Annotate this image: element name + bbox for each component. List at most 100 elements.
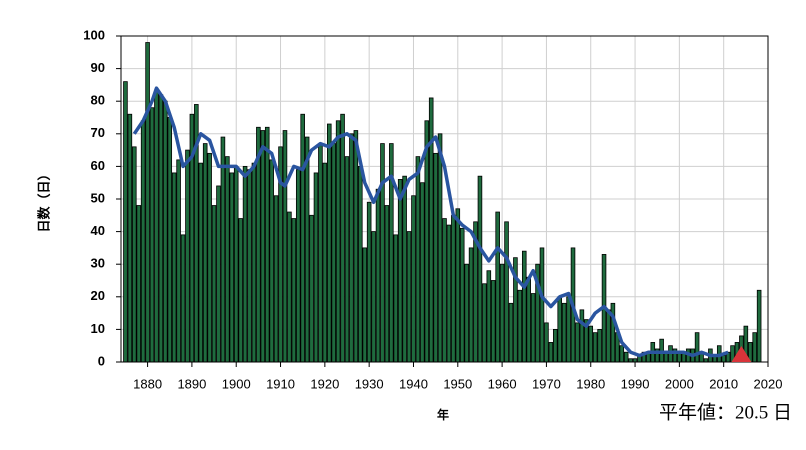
bar	[132, 146, 137, 363]
bar	[428, 97, 434, 363]
bar	[318, 143, 323, 363]
bar	[610, 302, 616, 363]
bar	[362, 247, 368, 363]
bar	[304, 136, 310, 363]
bar	[300, 113, 305, 363]
bar	[291, 218, 297, 363]
bar	[211, 205, 217, 363]
bar	[136, 205, 142, 363]
annotation: 平年値：20.5 日	[659, 401, 792, 423]
x-tick-label: 2000	[665, 376, 694, 391]
y-tick-label: 60	[91, 158, 105, 173]
y-tick-label: 50	[91, 190, 105, 205]
bar	[202, 143, 208, 363]
bar	[260, 130, 266, 363]
bar	[553, 328, 558, 363]
bar	[490, 280, 496, 363]
bar	[353, 130, 359, 363]
bar	[247, 169, 252, 363]
x-axis-label: 年	[437, 407, 449, 422]
bar	[171, 172, 177, 363]
x-tick-label: 1930	[355, 376, 384, 391]
bar	[517, 289, 523, 363]
y-tick-label: 70	[91, 125, 105, 140]
bar	[242, 165, 248, 363]
bar	[437, 133, 443, 363]
bar	[424, 120, 430, 363]
bar	[238, 218, 243, 363]
bar	[415, 156, 421, 363]
bar	[163, 100, 168, 363]
bar	[185, 149, 190, 363]
bar	[349, 133, 354, 363]
marker	[731, 346, 752, 362]
bar	[526, 276, 531, 363]
y-tick-label: 80	[91, 93, 105, 108]
bar	[158, 94, 164, 363]
bar	[287, 211, 292, 363]
x-tick-label: 2020	[754, 376, 783, 391]
bar	[756, 289, 762, 363]
bar	[233, 165, 239, 363]
bar	[623, 351, 629, 363]
bar	[397, 179, 403, 363]
plot-frame	[120, 35, 769, 363]
bar	[229, 172, 235, 363]
bar	[482, 283, 487, 363]
bar	[309, 214, 314, 363]
bar	[561, 302, 567, 363]
y-tick-label: 0	[98, 353, 105, 368]
bar	[384, 205, 390, 363]
bar	[344, 156, 350, 363]
x-tick-label: 1890	[177, 376, 206, 391]
y-tick-label: 40	[91, 223, 105, 238]
bar	[322, 162, 328, 363]
bar	[597, 328, 602, 363]
bar	[477, 175, 483, 363]
bar	[468, 247, 474, 363]
bar	[495, 211, 500, 363]
y-tick-label: 20	[91, 288, 105, 303]
moving-average-line	[132, 86, 729, 358]
bar	[721, 355, 726, 363]
bar	[180, 234, 186, 363]
x-tick-label: 1920	[310, 376, 339, 391]
bar	[442, 218, 447, 363]
x-tick-label: 1880	[133, 376, 162, 391]
bar	[295, 169, 301, 363]
y-tick-label: 30	[91, 256, 105, 271]
y-tick-label: 10	[91, 321, 105, 336]
bar	[406, 231, 412, 363]
bar	[402, 175, 407, 363]
bar	[548, 342, 554, 363]
bar	[619, 345, 625, 363]
x-tick-label: 1980	[576, 376, 605, 391]
bar	[371, 231, 376, 363]
bar	[149, 107, 155, 363]
bar	[167, 117, 173, 363]
bar	[251, 162, 257, 363]
y-tick-label: 100	[83, 27, 105, 42]
bar	[566, 296, 571, 363]
bar	[752, 332, 757, 363]
bar	[358, 165, 363, 363]
bar	[544, 322, 549, 363]
bar	[557, 296, 563, 363]
bar	[508, 302, 514, 363]
bar	[579, 309, 585, 363]
x-tick-label: 1910	[266, 376, 295, 391]
bar	[451, 214, 456, 363]
bar	[225, 156, 230, 363]
bar	[331, 143, 336, 363]
bar	[455, 208, 461, 363]
bar	[459, 227, 465, 363]
bar	[273, 195, 279, 363]
bar	[198, 162, 204, 363]
bar	[504, 221, 509, 363]
bar	[420, 182, 425, 363]
bar	[606, 309, 611, 363]
bar	[176, 159, 181, 363]
bar	[521, 250, 527, 363]
bar	[216, 185, 221, 363]
